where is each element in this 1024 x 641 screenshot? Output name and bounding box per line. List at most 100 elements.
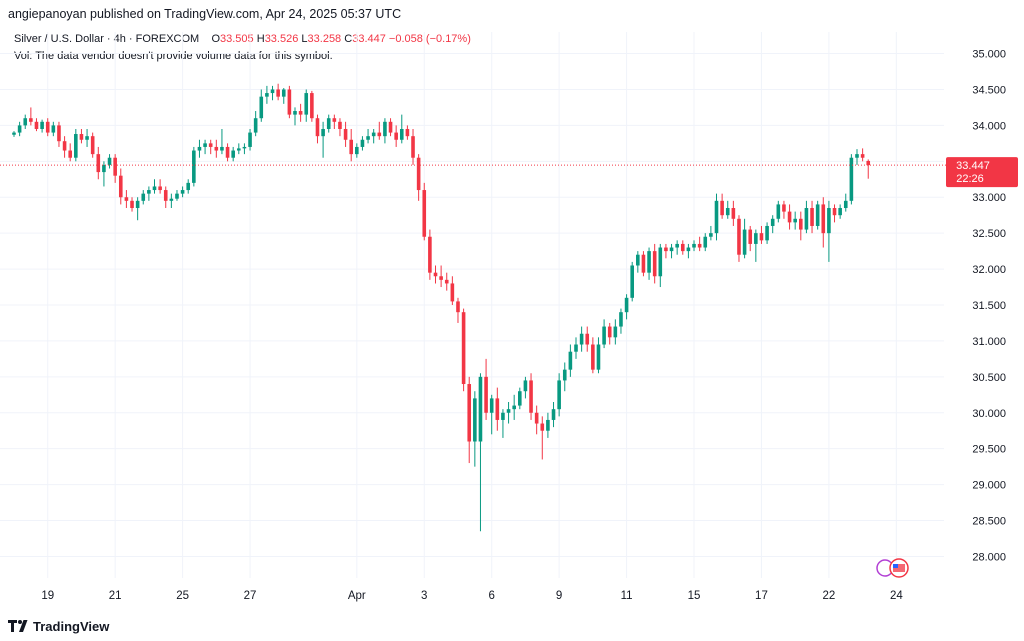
candle [287, 85, 292, 119]
candle [169, 193, 174, 209]
candles-layer [12, 83, 871, 532]
candle-body [388, 121, 393, 133]
candle [383, 118, 387, 144]
candlestick-chart[interactable]: 35.00034.50034.00033.50033.00032.50032.0… [0, 27, 1024, 613]
candle-body [332, 118, 337, 122]
candle [85, 128, 89, 147]
candle [113, 154, 117, 183]
candle [770, 215, 775, 234]
low-label: L [301, 33, 308, 45]
candle [860, 148, 865, 162]
candle [748, 225, 753, 252]
change-value: −0.058 (−0.17%) [388, 33, 471, 45]
y-axis[interactable]: 35.00034.50034.00033.50033.00032.50032.0… [972, 49, 1006, 564]
x-tick-label: 6 [488, 590, 494, 602]
candle-body [748, 229, 753, 244]
candle-body [832, 208, 837, 216]
candle [124, 190, 129, 209]
x-tick-label: 21 [109, 590, 122, 602]
candle [585, 326, 590, 352]
candle-body [855, 154, 859, 158]
y-tick-label: 35.000 [972, 49, 1006, 61]
candle [473, 391, 477, 467]
candle [574, 337, 578, 359]
candle [433, 265, 438, 284]
candle-body [692, 243, 696, 248]
candle [45, 118, 50, 137]
candle-body [321, 128, 325, 137]
candle-body [349, 139, 353, 155]
candle [776, 200, 781, 223]
candle [74, 128, 78, 162]
candle-body [377, 132, 382, 137]
chart-area[interactable]: 35.00034.50034.00033.50033.00032.50032.0… [0, 27, 1024, 613]
candle-body [57, 125, 61, 142]
candle [444, 272, 449, 291]
candle [512, 394, 516, 420]
candle-body [602, 326, 606, 345]
candle [686, 243, 691, 259]
x-axis[interactable]: 19 21 25 27 Apr 3 6 9 11 15 17 22 24 [41, 590, 903, 602]
volume-note: Vol: The data vendor doesn't provide vol… [14, 50, 333, 62]
candle [827, 200, 831, 262]
candle [815, 200, 820, 230]
candle-body [152, 186, 157, 191]
candle [281, 88, 286, 104]
candle [523, 376, 528, 399]
candle [720, 193, 724, 219]
candle [602, 319, 606, 349]
candle-body [225, 146, 230, 158]
candle-body [242, 146, 247, 149]
candle-body [680, 243, 685, 252]
candle [377, 121, 382, 140]
candle-body [770, 218, 775, 226]
candle [90, 132, 95, 158]
candle [102, 161, 106, 187]
symbol-name[interactable]: Silver / U.S. Dollar · 4h · FOREXCOM [14, 33, 200, 45]
candle-body [540, 423, 545, 431]
candle [518, 387, 522, 410]
candle-body [360, 139, 365, 147]
candle [613, 319, 618, 345]
candle [394, 125, 398, 147]
candle [197, 139, 202, 158]
candle [534, 405, 539, 435]
candle [568, 344, 573, 377]
candle [692, 240, 696, 252]
candle-body [439, 276, 443, 280]
candle [669, 243, 674, 259]
candle-body [489, 398, 494, 413]
candle-body [731, 208, 736, 219]
candle [405, 125, 410, 140]
y-tick-label: 33.000 [972, 192, 1006, 204]
y-tick-label: 34.500 [972, 84, 1006, 96]
candle-body [787, 211, 792, 223]
candle-body [399, 128, 404, 140]
candle-body [343, 128, 348, 140]
candle [664, 243, 668, 259]
candle-body [484, 376, 488, 413]
candle-body [591, 344, 595, 370]
candle [501, 409, 505, 438]
event-flags[interactable] [876, 558, 909, 578]
candle-body [411, 136, 415, 158]
candle-body [495, 398, 500, 420]
candle [697, 236, 702, 252]
candle [192, 146, 196, 187]
candle [546, 412, 550, 438]
candle [51, 121, 56, 137]
candle [737, 215, 741, 262]
candle [366, 128, 370, 144]
x-tick-label: 27 [244, 590, 257, 602]
candle [332, 114, 337, 129]
price-tag-countdown: 22:26 [956, 173, 984, 185]
candle-body [664, 247, 668, 252]
y-tick-label: 28.500 [972, 516, 1006, 528]
candle [135, 197, 140, 221]
candle-body [849, 157, 854, 201]
us-flag-stripes-icon [893, 564, 905, 572]
candle-body [51, 125, 56, 133]
candle-body [433, 272, 438, 277]
x-tick-label: 15 [688, 590, 701, 602]
candle-body [237, 148, 241, 151]
